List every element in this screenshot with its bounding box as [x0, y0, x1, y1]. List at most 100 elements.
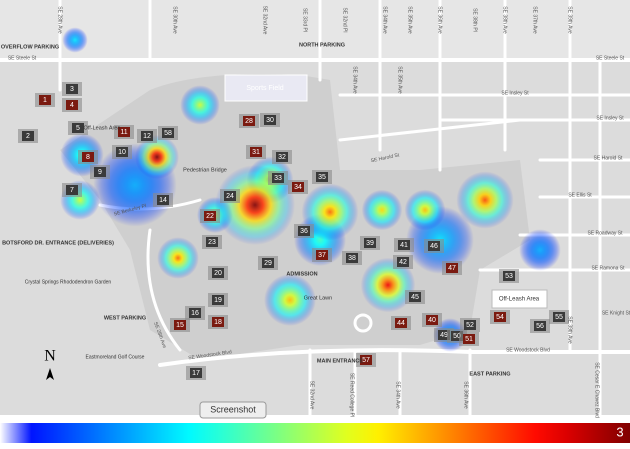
- street-label: SE 36th Ave: [463, 381, 469, 409]
- building-number: 55: [555, 314, 563, 321]
- building-badge: [272, 173, 284, 183]
- building-number: 40: [428, 317, 436, 324]
- building-number: 2: [26, 133, 30, 140]
- place-label: Crystal Springs Rhododendron Garden: [25, 279, 112, 285]
- building-number: 9: [98, 169, 102, 176]
- building-number: 19: [214, 297, 222, 304]
- street-label: SE 38th Pl: [472, 8, 478, 32]
- building-number: 29: [264, 260, 272, 267]
- building-number: 35: [318, 174, 326, 181]
- street-label: SE 33rd Pl: [302, 8, 308, 32]
- street-label: SE 32nd Ave: [309, 381, 315, 410]
- building-badge: [250, 147, 262, 157]
- building-badge: [503, 271, 515, 281]
- screenshot-button-label[interactable]: Screenshot: [210, 404, 256, 414]
- building-badge: [316, 250, 328, 260]
- building-badge: [262, 258, 274, 268]
- building-badge: [174, 320, 186, 330]
- building-number: 4: [70, 102, 74, 109]
- building-number: 50: [453, 333, 461, 340]
- building-number: 24: [226, 193, 234, 200]
- building-badge: [463, 334, 475, 344]
- place-label: NORTH PARKING: [299, 42, 345, 48]
- building-number: 20: [214, 270, 222, 277]
- building-badge: [212, 295, 224, 305]
- building-badge: [364, 238, 376, 248]
- building-badge: [66, 185, 78, 195]
- building-number: 54: [496, 314, 504, 321]
- building-badge: [243, 116, 255, 126]
- building-number: 11: [120, 129, 127, 136]
- building-badge: [346, 253, 358, 263]
- heat-spot: [301, 183, 359, 241]
- street-label: SE 32nd Pl: [342, 7, 348, 32]
- building-number: 34: [294, 184, 302, 191]
- building-badge: [116, 147, 128, 157]
- building-number: 58: [164, 130, 172, 137]
- street-label: SE Steele St: [8, 55, 37, 61]
- place-label: ADMISSION: [286, 271, 317, 277]
- building-badge: [206, 237, 218, 247]
- building-badge: [534, 321, 546, 331]
- building-badge: [157, 195, 169, 205]
- building-number: 32: [278, 154, 286, 161]
- off-leash-area: [491, 289, 548, 309]
- place-label: Off-Leash Area: [84, 125, 122, 131]
- building-badge: [66, 84, 78, 94]
- screenshot-button[interactable]: [199, 401, 267, 419]
- building-number: 1: [43, 97, 47, 104]
- building-number: 44: [397, 320, 405, 327]
- building-number: 17: [192, 370, 200, 377]
- building-badge: [72, 123, 84, 133]
- building-number: 51: [465, 336, 473, 343]
- building-badge: [212, 317, 224, 327]
- compass-arrow: [46, 368, 54, 380]
- building-badge: [451, 331, 463, 341]
- building-number: 57: [362, 357, 370, 364]
- building-number: 7: [70, 187, 74, 194]
- street-label: SE 28th Ave: [57, 6, 63, 34]
- building-number: 45: [411, 294, 419, 301]
- street-label: SE 36th Ave: [437, 6, 443, 34]
- street-label: SE Reed College Pl: [349, 373, 355, 417]
- building-badge: [464, 320, 476, 330]
- street-label: SE Roadway St: [587, 230, 623, 236]
- building-number: 49: [440, 332, 448, 339]
- street-label: SE 39th Ave: [567, 316, 573, 344]
- building-number: 3: [70, 86, 74, 93]
- building-badge: [553, 312, 565, 322]
- building-badge: [316, 172, 328, 182]
- building-number: 39: [366, 240, 374, 247]
- building-number: 41: [400, 242, 408, 249]
- street-label: SE Ellis St: [568, 192, 592, 198]
- buildings: 1234578910111214151617181920222324282930…: [18, 82, 569, 380]
- street-label: SE Knight St: [602, 310, 630, 316]
- building-number: 36: [300, 228, 308, 235]
- building-badge: [397, 257, 409, 267]
- building-number: 38: [348, 255, 356, 262]
- street-label: SE 34th Ave: [382, 6, 388, 34]
- street-label: SE Ramona St: [591, 265, 625, 271]
- heat-spot: [360, 257, 416, 313]
- building-number: 56: [536, 323, 544, 330]
- building-badge: [22, 131, 34, 141]
- building-number: 31: [252, 149, 260, 156]
- compass: N: [44, 348, 56, 365]
- building-badge: [82, 152, 94, 162]
- street-label: SE 34th Ave: [395, 381, 401, 409]
- building-number: 23: [208, 239, 216, 246]
- street-label: SE 39th Ave: [567, 6, 573, 34]
- building-number: 30: [266, 117, 274, 124]
- place-label: Off-Leash Area: [499, 297, 540, 303]
- colorbar-max-label: 3: [616, 424, 623, 439]
- building-badge: [141, 131, 153, 141]
- building-badge: [94, 167, 106, 177]
- building-badge: [264, 115, 276, 125]
- place-label: Eastmoreland Golf Course: [86, 354, 145, 360]
- place-label: Pedestrian Bridge: [183, 167, 227, 173]
- street-label: SE Harold St: [594, 155, 624, 161]
- heat-spot: [361, 189, 403, 231]
- building-number: 12: [143, 133, 151, 140]
- building-badge: [360, 355, 372, 365]
